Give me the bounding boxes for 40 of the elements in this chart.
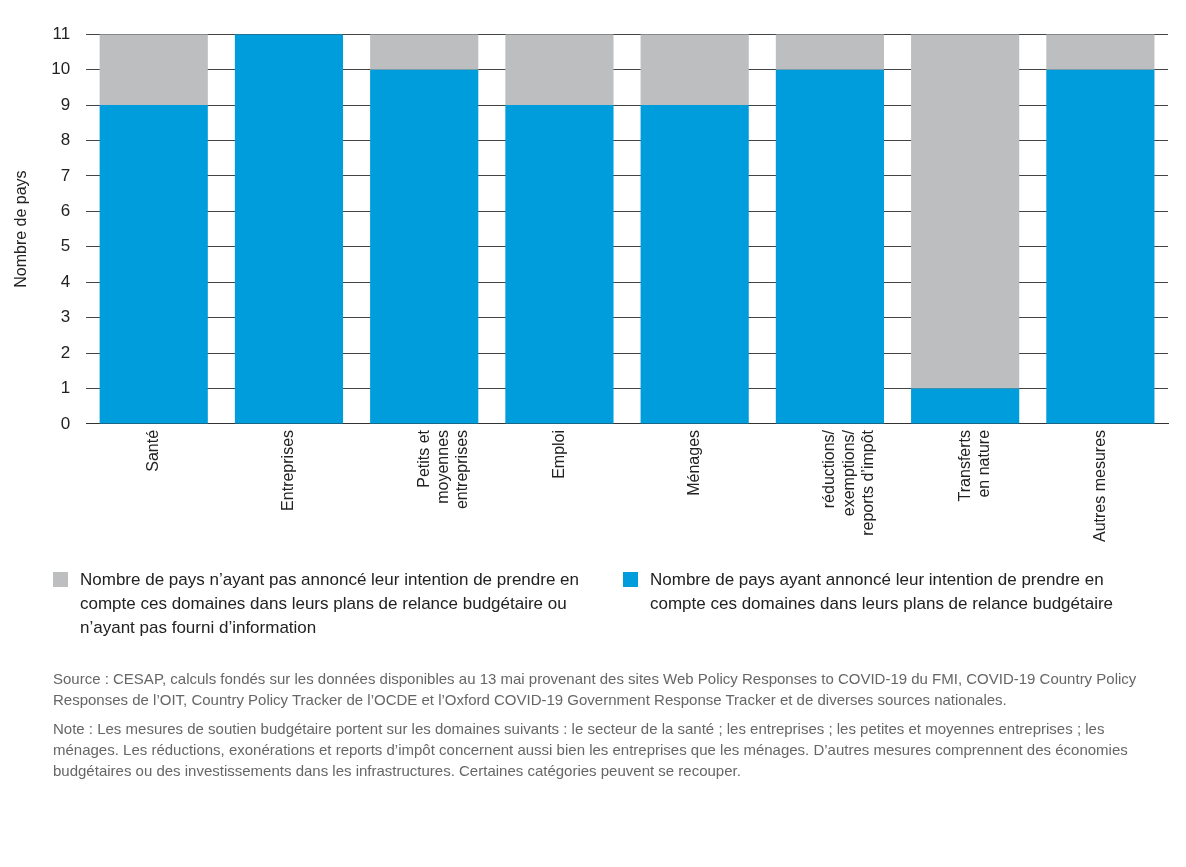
bar (640, 105, 749, 424)
x-tick-label: Ménages (685, 429, 703, 496)
y-tick-label: 8 (60, 130, 71, 150)
y-tick-label: 0 (60, 413, 71, 433)
legend-label: Nombre de pays n’ayant pas annoncé leur intention de prendre en compte ces domaines dans leurs plans de relance budgétaire ou n’ayant pas fourni d’information (80, 569, 580, 639)
source-note: Source : CESAP, calculs fondés sur les données disponibles au 13 mai provenant des sites Web Policy Responses to COVID-19 du FMI, COVID-19 Country Policy Responses de l’OIT, Country Policy Tracker de l’OCDE et l’Oxford COVID-19 Government Response Tracker et de diverses sources nationales. (53, 669, 1138, 710)
y-tick-label: 4 (60, 271, 71, 291)
x-tick-label: Autres mesures (1090, 429, 1108, 543)
y-axis-title: Nombre de pays (12, 170, 30, 288)
bar (99, 34, 208, 106)
bar (234, 34, 344, 424)
x-tick-label: Entreprises (279, 429, 297, 511)
y-tick-label: 1 (60, 378, 71, 398)
y-tick-label: 9 (60, 94, 71, 114)
bar (775, 34, 884, 70)
bar (370, 69, 479, 424)
bar (775, 69, 884, 424)
bar (370, 34, 479, 70)
legend-label: Nombre de pays ayant annoncé leur intention de prendre en compte ces domaines dans leurs plans de relance budgétaire (650, 569, 1115, 615)
bar (99, 105, 208, 424)
x-tick-label: Petits et moyennes entreprises (414, 429, 471, 510)
y-tick-label: 10 (51, 59, 71, 79)
y-tick-label: 6 (60, 201, 71, 221)
bar (911, 34, 1020, 389)
x-tick-label: réductions/ exemptions/ reports d’impôt (820, 429, 876, 536)
bar (911, 388, 1020, 424)
bar (505, 105, 614, 424)
y-tick-label: 7 (60, 165, 71, 185)
y-tick-label: 2 (60, 342, 71, 362)
y-tick-label: 11 (52, 23, 71, 43)
x-tick-label: Santé (144, 429, 162, 472)
x-tick-label: Transferts en nature (955, 429, 992, 502)
bar (1046, 69, 1155, 424)
bar (505, 34, 614, 106)
y-tick-label: 5 (60, 236, 71, 256)
x-tick-label: Emploi (549, 429, 567, 479)
bar (640, 34, 749, 106)
text: Note : Les mesures de soutien budgétaire portent sur les domaines suivants : le secteur de la santé ; les entreprises ; les petites et moyennes entreprises ; les ménages. Les réductions, exonérations et reports d’impôt concernent aussi bien les entreprises que les ménages. D’autres mesures comprennent des économies budgétaires ou des investissements dans les infrastructures. Certaines catégories peuvent se recouper. (53, 719, 1129, 781)
y-tick-label: 3 (60, 307, 71, 327)
bar (1046, 34, 1155, 70)
